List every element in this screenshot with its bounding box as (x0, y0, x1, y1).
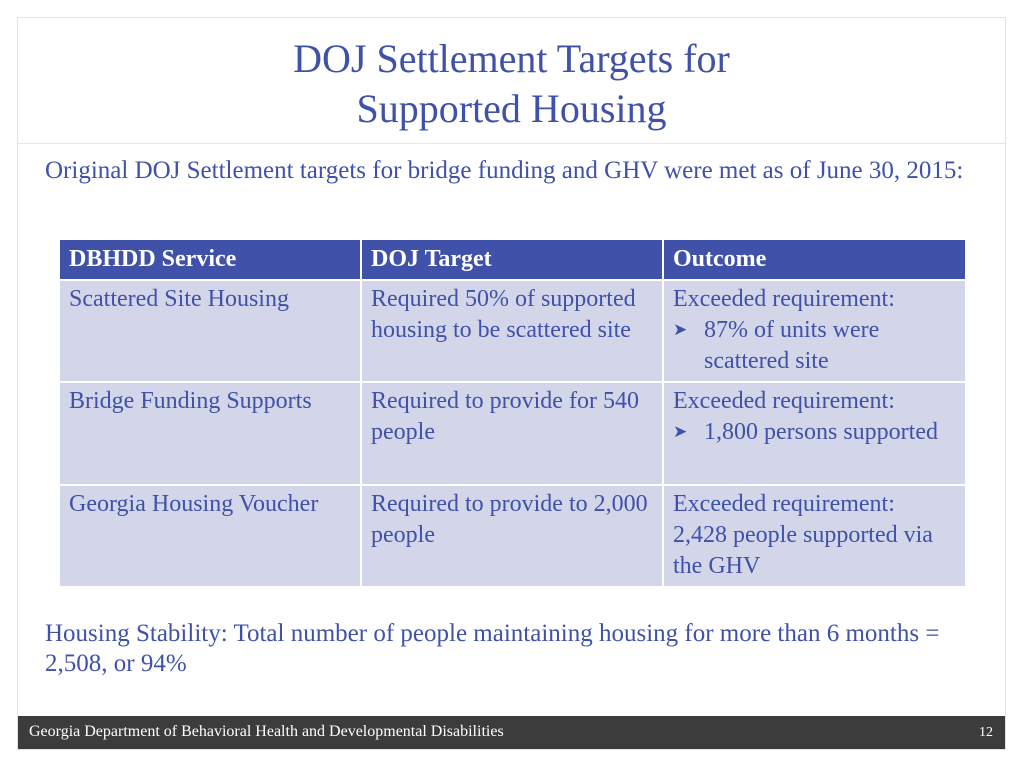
header-target: DOJ Target (361, 240, 664, 280)
cell-outcome: Exceeded requirement: ➤ 87% of units wer… (663, 279, 965, 382)
cell-service: Georgia Housing Voucher (60, 484, 362, 586)
cell-target: Required to provide for 540 people (361, 381, 664, 485)
page-title: DOJ Settlement Targets for Supported Hou… (18, 34, 1005, 134)
housing-stability-text: Housing Stability: Total number of peopl… (45, 620, 940, 677)
cell-outcome: Exceeded requirement: 2,428 people suppo… (663, 484, 965, 586)
title-line-2: Supported Housing (356, 86, 667, 131)
slide: DOJ Settlement Targets for Supported Hou… (17, 17, 1006, 750)
arrow-bullet-icon: ➤ (673, 320, 688, 340)
arrow-bullet-icon: ➤ (673, 422, 688, 442)
cell-outcome: Exceeded requirement: ➤ 1,800 persons su… (663, 381, 965, 485)
page-number: 12 (979, 725, 993, 740)
footer-organization: Georgia Department of Behavioral Health … (29, 723, 504, 740)
outcome-bullet: ➤ 87% of units were scattered site (673, 315, 956, 377)
outcome-lead: Exceeded requirement: (673, 491, 895, 517)
outcome-lead: Exceeded requirement: (673, 286, 895, 312)
table-row: Bridge Funding Supports Required to prov… (60, 381, 965, 485)
outcome-bullet-text: 87% of units were scattered site (704, 317, 880, 374)
table-row: Georgia Housing Voucher Required to prov… (60, 484, 965, 586)
outcome-lead: Exceeded requirement: (673, 388, 895, 414)
cell-service: Scattered Site Housing (60, 279, 362, 382)
cell-target: Required 50% of supported housing to be … (361, 279, 664, 382)
table-row: Scattered Site Housing Required 50% of s… (60, 279, 965, 382)
cell-target: Required to provide to 2,000 people (361, 484, 664, 586)
header-outcome: Outcome (663, 240, 965, 280)
table-header-row: DBHDD Service DOJ Target Outcome (60, 240, 965, 280)
outcome-bullet: ➤ 1,800 persons supported (673, 417, 956, 448)
header-service: DBHDD Service (60, 240, 362, 280)
outcome-text: 2,428 people supported via the GHV (673, 522, 933, 579)
footer: Georgia Department of Behavioral Health … (18, 716, 1005, 749)
outcome-bullet-text: 1,800 persons supported (704, 419, 938, 445)
cell-service: Bridge Funding Supports (60, 381, 362, 485)
intro-text: Original DOJ Settlement targets for brid… (45, 157, 964, 184)
title-area: DOJ Settlement Targets for Supported Hou… (18, 18, 1005, 144)
targets-table: DBHDD Service DOJ Target Outcome Scatter… (60, 240, 965, 586)
title-line-1: DOJ Settlement Targets for (293, 36, 730, 81)
